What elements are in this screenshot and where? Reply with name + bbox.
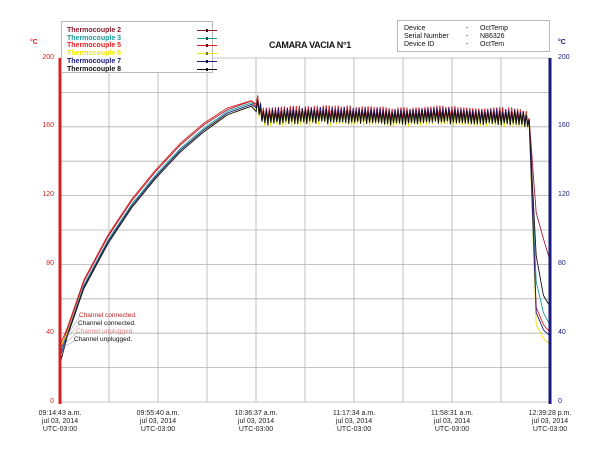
legend-label: Thermocouple 5 [67, 42, 122, 50]
annotation-channel-connected-1: Channel connected. [79, 312, 137, 319]
legend-item-thermocouple-6[interactable]: Thermocouple 6 [67, 50, 217, 58]
y-tick-left-40: 40 [46, 329, 54, 336]
left-axis-unit: °C [30, 39, 38, 46]
x-tick-3: 11:17:34 a.m. jul 03, 2014 UTC-03:00 [332, 410, 376, 433]
x-tick-5: 12:39:28 p.m. jul 03, 2014 UTC-03:00 [528, 410, 572, 433]
annotation-channel-connected-2: Channel connected. [78, 320, 136, 327]
chart-title: CAMARA VACIA N°1 [269, 40, 351, 50]
legend-swatch [197, 37, 217, 39]
y-tick-left-80: 80 [46, 260, 54, 267]
legend: Thermocouple 2 Thermocouple 3 Thermocoup… [61, 21, 217, 74]
legend-swatch [197, 45, 217, 47]
legend-label: Thermocouple 6 [67, 50, 122, 58]
x-tick-0: 09:14:43 a.m. jul 03, 2014 UTC-03:00 [38, 410, 82, 433]
legend-swatch [197, 30, 217, 31]
x-tick-4: 11:58:31 a.m. jul 03, 2014 UTC-03:00 [430, 410, 474, 433]
y-tick-right-160: 160 [558, 122, 570, 129]
info-row-serial-number: Serial Number - N86326 [404, 33, 505, 40]
x-tick-1: 09:55:40 a.m. jul 03, 2014 UTC-03:00 [136, 410, 180, 433]
legend-item-thermocouple-7[interactable]: Thermocouple 7 [67, 57, 217, 66]
info-row-device-id: Device ID - OctTem [404, 41, 505, 48]
y-tick-left-120: 120 [42, 191, 54, 198]
legend-label: Thermocouple 2 [67, 27, 122, 34]
legend-item-thermocouple-5[interactable]: Thermocouple 5 [67, 42, 217, 50]
legend-item-thermocouple-3[interactable]: Thermocouple 3 [67, 34, 217, 43]
annotation-channel-unplugged-2: Channel unplugged. [74, 336, 133, 343]
legend-label: Thermocouple 7 [67, 57, 122, 65]
y-tick-left-0: 0 [50, 398, 54, 405]
legend-item-thermocouple-2[interactable]: Thermocouple 2 [67, 27, 217, 35]
y-tick-right-80: 80 [558, 260, 566, 267]
y-tick-left-160: 160 [42, 122, 54, 129]
legend-label: Thermocouple 8 [67, 65, 122, 73]
legend-swatch [197, 68, 217, 70]
y-tick-left-200: 200 [42, 54, 54, 61]
info-row-device: Device - OctTemp [404, 25, 509, 32]
legend-swatch [197, 60, 217, 62]
y-tick-right-40: 40 [558, 329, 566, 336]
y-tick-right-200: 200 [558, 54, 570, 61]
legend-item-thermocouple-8[interactable]: Thermocouple 8 [67, 65, 217, 74]
device-info-box: Device - OctTemp Serial Number - N86326 … [397, 20, 550, 52]
legend-label: Thermocouple 3 [67, 34, 122, 42]
annotation-channel-unplugged-1: Channel unplugged. [76, 328, 135, 335]
y-tick-right-0: 0 [558, 398, 562, 405]
y-tick-right-120: 120 [558, 191, 570, 198]
series-line [59, 100, 551, 365]
legend-swatch [197, 53, 217, 55]
x-tick-2: 10:36:37 a.m. jul 03, 2014 UTC-03:00 [234, 410, 278, 433]
right-axis-unit: °C [558, 39, 566, 46]
